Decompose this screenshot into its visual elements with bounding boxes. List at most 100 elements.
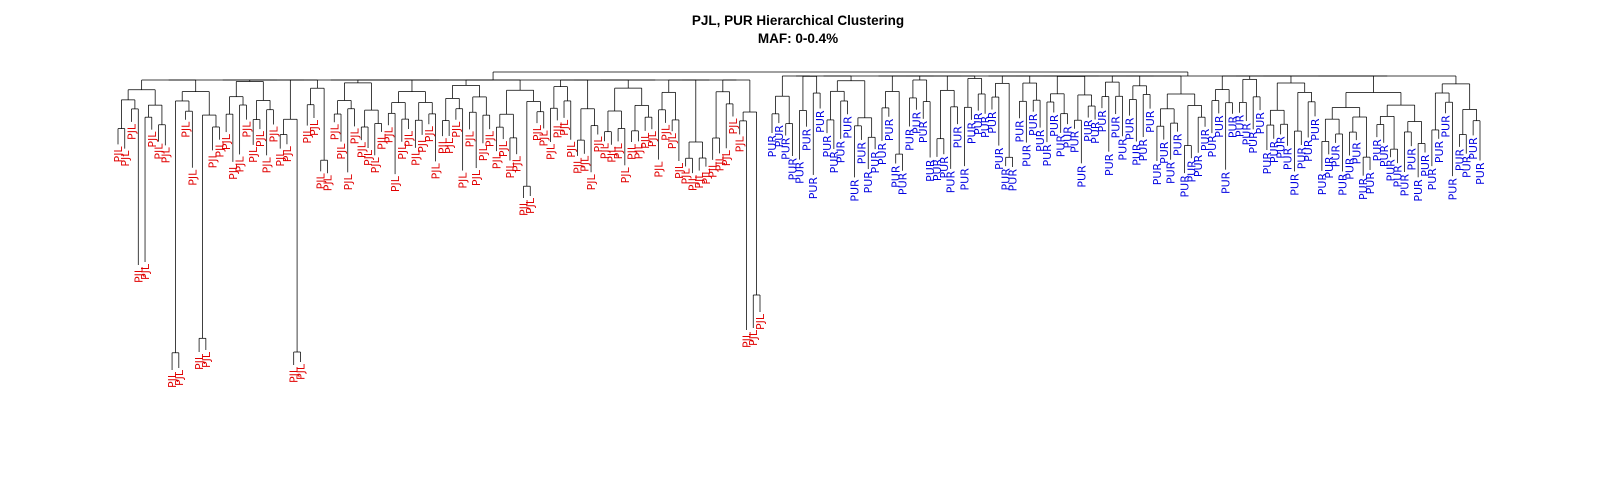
- leaf-label-32: PJL: [328, 123, 341, 140]
- leaf-label-72: PJL: [599, 142, 612, 159]
- leaf-label-34: PJL: [342, 173, 355, 190]
- leaf-label-160: PUR: [1206, 135, 1219, 158]
- leaf-label-181: PUR: [1350, 142, 1363, 165]
- leaf-label-161: PUR: [1213, 115, 1226, 138]
- leaf-label-31: PJL: [321, 174, 334, 191]
- leaf-label-92: PJL: [734, 136, 747, 153]
- leaf-label-49: PJL: [443, 137, 456, 154]
- leaf-label-100: PUR: [793, 161, 806, 184]
- leaf-label-106: PUR: [835, 141, 848, 164]
- leaf-label-127: PUR: [979, 115, 992, 138]
- leaf-label-79: PJL: [646, 130, 659, 147]
- leaf-label-28: PJL: [301, 127, 314, 144]
- leaf-label-101: PUR: [800, 128, 813, 151]
- leaf-label-172: PUR: [1288, 173, 1301, 196]
- leaf-label-50: PJL: [450, 121, 463, 138]
- leaf-label-104: PUR: [821, 135, 834, 158]
- leaf-label-99: PUR: [787, 158, 800, 181]
- leaf-label-167: PUR: [1254, 112, 1267, 135]
- leaf-label-53: PJL: [470, 169, 483, 186]
- leaf-label-132: PUR: [1013, 120, 1026, 143]
- leaf-label-165: PUR: [1240, 123, 1253, 146]
- leaf-label-162: PUR: [1220, 171, 1233, 194]
- leaf-label-146: PUR: [1110, 116, 1123, 139]
- leaf-label-150: PUR: [1137, 139, 1150, 162]
- leaf-label-36: PJL: [355, 141, 368, 158]
- leaf-label-82: PJL: [666, 132, 679, 149]
- leaf-label-0: PJL: [112, 146, 125, 163]
- leaf-label-6: PJL: [153, 143, 166, 160]
- leaf-label-135: PUR: [1034, 129, 1047, 152]
- leaf-label-68: PJL: [572, 157, 585, 174]
- leaf-label-126: PUR: [972, 112, 985, 135]
- leaf-label-80: PJL: [653, 161, 666, 178]
- leaf-label-67: PJL: [565, 141, 578, 158]
- leaf-label-125: PUR: [965, 121, 978, 144]
- leaf-label-183: PUR: [1364, 172, 1377, 195]
- leaf-label-108: PUR: [848, 179, 861, 202]
- leaf-label-22: PJL: [261, 156, 274, 173]
- leaf-label-10: PJL: [180, 121, 193, 138]
- leaf-label-199: PUR: [1474, 162, 1487, 185]
- leaf-label-4: PJL: [139, 263, 152, 280]
- leaf-label-166: PUR: [1247, 131, 1260, 154]
- leaf-label-96: PUR: [766, 135, 779, 158]
- leaf-label-194: PUR: [1440, 115, 1453, 138]
- leaf-label-19: PJL: [240, 121, 253, 138]
- leaf-label-27: PJL: [294, 363, 307, 380]
- leaf-label-145: PUR: [1103, 153, 1116, 176]
- leaf-label-18: PJL: [234, 156, 247, 173]
- leaf-label-30: PJL: [315, 172, 328, 189]
- dendrogram-leaves: PJLPJLPJLPJLPJLPJLPJLPJLPJLPJLPJLPJLPJLP…: [112, 110, 1487, 388]
- leaf-label-73: PJL: [605, 146, 618, 163]
- leaf-label-195: PUR: [1447, 178, 1460, 201]
- leaf-label-114: PUR: [890, 165, 903, 188]
- leaf-label-184: PUR: [1371, 139, 1384, 162]
- leaf-label-61: PJL: [524, 197, 537, 214]
- leaf-label-88: PJL: [707, 161, 720, 178]
- leaf-label-128: PUR: [986, 111, 999, 134]
- leaf-label-44: PJL: [409, 149, 422, 166]
- leaf-label-48: PJL: [436, 137, 449, 154]
- leaf-label-192: PUR: [1426, 168, 1439, 191]
- leaf-label-142: PUR: [1082, 119, 1095, 142]
- leaf-label-139: PUR: [1062, 126, 1075, 149]
- leaf-label-176: PUR: [1316, 173, 1329, 196]
- leaf-label-110: PUR: [862, 171, 875, 194]
- leaf-label-193: PUR: [1433, 140, 1446, 163]
- leaf-label-171: PUR: [1282, 147, 1295, 170]
- leaf-label-9: PJL: [173, 369, 186, 386]
- chart-subtitle: MAF: 0-0.4%: [758, 31, 838, 46]
- leaf-label-163: PUR: [1227, 115, 1240, 138]
- leaf-label-169: PUR: [1268, 140, 1281, 163]
- leaf-label-118: PUR: [917, 120, 930, 143]
- leaf-label-134: PUR: [1027, 113, 1040, 136]
- leaf-label-113: PUR: [883, 118, 896, 141]
- leaf-label-123: PUR: [952, 126, 965, 149]
- leaf-label-90: PJL: [720, 149, 733, 166]
- leaf-label-103: PUR: [814, 110, 827, 133]
- leaf-label-42: PJL: [396, 143, 409, 160]
- leaf-label-46: PJL: [423, 125, 436, 142]
- leaf-label-115: PUR: [897, 172, 910, 195]
- leaf-label-190: PUR: [1412, 179, 1425, 202]
- leaf-label-63: PJL: [538, 130, 551, 147]
- leaf-label-159: PUR: [1199, 128, 1212, 151]
- leaf-label-25: PJL: [281, 145, 294, 162]
- leaf-label-20: PJL: [247, 146, 260, 163]
- leaf-label-131: PUR: [1007, 169, 1020, 192]
- leaf-label-77: PJL: [632, 142, 645, 159]
- leaf-label-78: PJL: [639, 132, 652, 149]
- leaf-label-156: PUR: [1178, 175, 1191, 198]
- leaf-label-109: PUR: [855, 142, 868, 165]
- leaf-label-56: PJL: [490, 152, 503, 169]
- leaf-label-35: PJL: [349, 127, 362, 144]
- leaf-label-26: PJL: [288, 366, 301, 383]
- leaf-label-94: PJL: [747, 329, 760, 346]
- leaf-label-21: PJL: [254, 130, 267, 147]
- leaf-label-179: PUR: [1337, 173, 1350, 196]
- leaf-label-157: PUR: [1185, 160, 1198, 183]
- leaf-label-170: PUR: [1275, 136, 1288, 159]
- leaf-label-43: PJL: [403, 130, 416, 147]
